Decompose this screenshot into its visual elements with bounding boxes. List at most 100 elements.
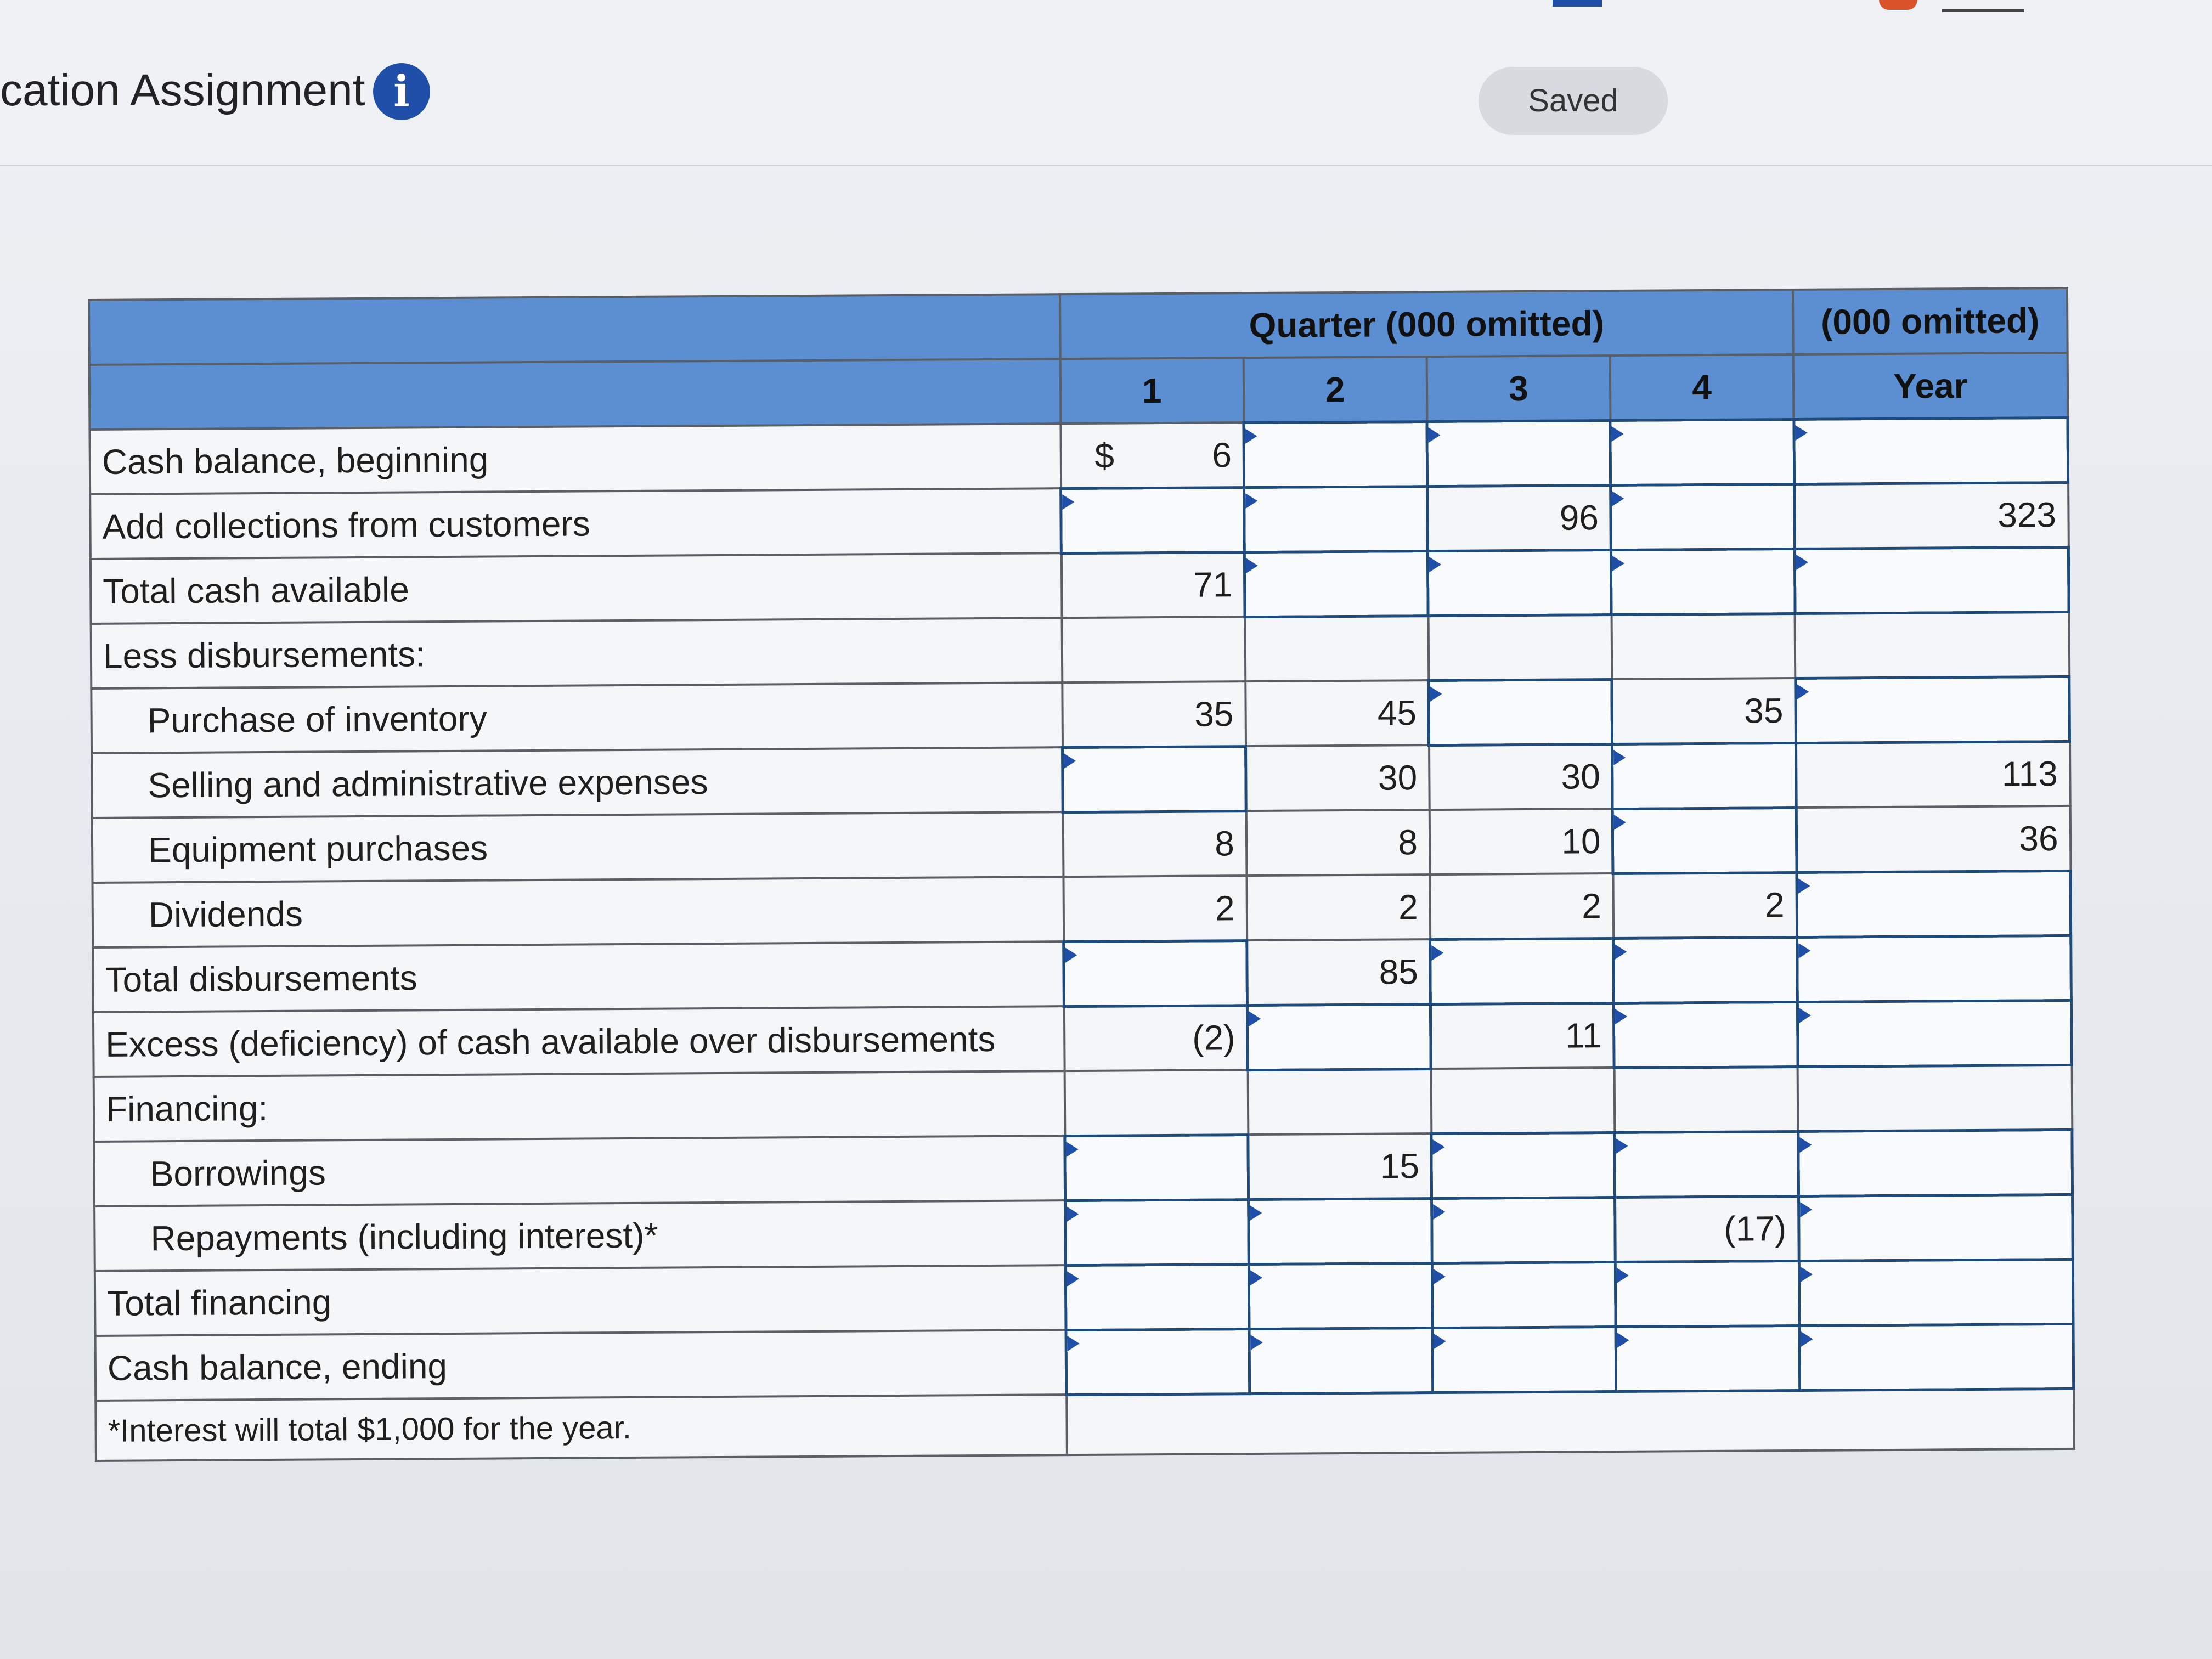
header-blank xyxy=(89,294,1060,365)
input-cell-q1[interactable] xyxy=(1063,940,1248,1007)
cell-q1 xyxy=(1064,1070,1249,1136)
input-cell-year[interactable] xyxy=(1799,1323,2074,1390)
cell-q1: 2 xyxy=(1063,876,1247,942)
cell-q3: 96 xyxy=(1427,485,1611,551)
info-icon[interactable]: i xyxy=(373,63,430,120)
cell-q1: $6 xyxy=(1060,422,1244,489)
table-row: Total financing xyxy=(94,1259,2073,1336)
input-cell-year[interactable] xyxy=(1797,1000,2072,1066)
input-cell-q4[interactable] xyxy=(1611,549,1795,615)
input-cell-q4[interactable] xyxy=(1615,1260,1799,1327)
cell-q4: 2 xyxy=(1613,872,1797,939)
input-cell-q4[interactable] xyxy=(1613,936,1798,1003)
input-cell-q4[interactable] xyxy=(1611,484,1795,550)
input-cell-q1[interactable] xyxy=(1064,1135,1249,1201)
top-badge-icon xyxy=(1879,0,1917,10)
row-label: Less disbursements: xyxy=(91,618,1062,689)
input-cell-q1[interactable] xyxy=(1065,1264,1250,1330)
cell-year: 113 xyxy=(1796,741,2070,808)
input-cell-q4[interactable] xyxy=(1610,419,1795,486)
top-link[interactable] xyxy=(1942,0,2024,12)
input-cell-q1[interactable] xyxy=(1060,487,1245,554)
row-label: Financing: xyxy=(93,1071,1065,1142)
input-cell-q3[interactable] xyxy=(1427,420,1611,487)
cell-q4: 35 xyxy=(1612,678,1796,744)
input-cell-q4[interactable] xyxy=(1612,807,1797,874)
footnote-blank xyxy=(1066,1388,2074,1455)
input-cell-q3[interactable] xyxy=(1431,1197,1616,1263)
input-cell-year[interactable] xyxy=(1795,676,2070,743)
input-cell-q3[interactable] xyxy=(1432,1327,1617,1393)
cell-q2: 8 xyxy=(1246,810,1430,876)
input-cell-q2[interactable] xyxy=(1249,1328,1434,1394)
column-header-q1: 1 xyxy=(1060,358,1244,424)
cell-q2 xyxy=(1245,616,1429,682)
cell-q1: 8 xyxy=(1063,811,1247,877)
cell-q1 xyxy=(1062,617,1246,683)
cell-year xyxy=(1795,611,2069,678)
table-row: Cash balance, beginning $6 xyxy=(89,417,2068,494)
input-cell-q2[interactable] xyxy=(1244,551,1429,617)
cell-q2: 85 xyxy=(1246,939,1431,1006)
input-cell-q3[interactable] xyxy=(1427,550,1612,616)
input-cell-year[interactable] xyxy=(1799,1259,2073,1325)
year-group-header: (000 omitted) xyxy=(1793,287,2068,355)
input-cell-q4[interactable] xyxy=(1613,1001,1798,1068)
input-cell-q2[interactable] xyxy=(1248,1198,1432,1265)
table-row: Less disbursements: xyxy=(91,611,2069,689)
row-label: Total disbursements xyxy=(93,941,1064,1012)
cell-year: 36 xyxy=(1796,805,2070,872)
table-row: Total cash available 71 xyxy=(90,546,2069,624)
footnote-row: *Interest will total $1,000 for the year… xyxy=(95,1388,2074,1461)
input-cell-q1[interactable] xyxy=(1066,1329,1250,1395)
input-cell-year[interactable] xyxy=(1793,417,2068,484)
input-cell-q2[interactable] xyxy=(1247,1004,1431,1070)
cell-q2: 2 xyxy=(1246,874,1431,941)
cash-budget-table: Quarter (000 omitted) (000 omitted) 1 2 … xyxy=(88,286,2075,1462)
assignment-title: cation Assignment xyxy=(0,65,365,115)
input-cell-q3[interactable] xyxy=(1430,938,1614,1005)
input-cell-q3[interactable] xyxy=(1432,1262,1616,1328)
column-header-q2: 2 xyxy=(1243,357,1427,423)
row-label: Purchase of inventory xyxy=(91,682,1063,753)
table-row: Cash balance, ending xyxy=(95,1323,2074,1401)
cell-q3: 2 xyxy=(1430,873,1614,940)
input-cell-q3[interactable] xyxy=(1431,1132,1616,1199)
input-cell-q1[interactable] xyxy=(1062,746,1246,812)
row-label: Total cash available xyxy=(90,553,1062,624)
column-header-q4: 4 xyxy=(1610,354,1794,421)
cell-q3: 30 xyxy=(1429,744,1613,810)
cell-q2: 45 xyxy=(1245,680,1429,747)
input-cell-year[interactable] xyxy=(1797,935,2072,1002)
row-label: Borrowings xyxy=(94,1136,1065,1206)
cell-q3 xyxy=(1428,614,1612,681)
cell-year xyxy=(1797,1064,2072,1131)
quarter-group-header: Quarter (000 omitted) xyxy=(1059,290,1793,359)
input-cell-year[interactable] xyxy=(1798,1129,2073,1196)
table-row: Total disbursements 85 xyxy=(93,935,2072,1012)
input-cell-q1[interactable] xyxy=(1065,1199,1249,1266)
input-cell-q4[interactable] xyxy=(1615,1131,1799,1198)
column-header-year: Year xyxy=(1793,352,2068,420)
cell-q4 xyxy=(1611,613,1796,680)
input-cell-year[interactable] xyxy=(1796,870,2071,937)
header-row-columns: 1 2 3 4 Year xyxy=(89,352,2068,430)
cell-q1: (2) xyxy=(1064,1005,1248,1071)
table-row: Borrowings 15 xyxy=(94,1129,2073,1206)
row-label: Selling and administrative expenses xyxy=(92,747,1063,818)
input-cell-q4[interactable] xyxy=(1612,742,1797,809)
input-cell-year[interactable] xyxy=(1798,1194,2073,1261)
cell-q2 xyxy=(1248,1069,1432,1135)
input-cell-q2[interactable] xyxy=(1244,486,1428,552)
row-label: Cash balance, beginning xyxy=(89,424,1061,494)
table-row: Equipment purchases 8 8 10 36 xyxy=(92,805,2070,883)
saved-status-button[interactable]: Saved xyxy=(1479,67,1668,135)
input-cell-q3[interactable] xyxy=(1429,679,1612,746)
table-row: Repayments (including interest)* (17) xyxy=(94,1194,2073,1271)
table-row: Financing: xyxy=(93,1064,2072,1142)
input-cell-q4[interactable] xyxy=(1616,1325,1800,1392)
input-cell-q2[interactable] xyxy=(1244,421,1427,488)
input-cell-year[interactable] xyxy=(1795,546,2069,614)
input-cell-q2[interactable] xyxy=(1249,1263,1433,1329)
cell-q2: 30 xyxy=(1245,745,1430,811)
